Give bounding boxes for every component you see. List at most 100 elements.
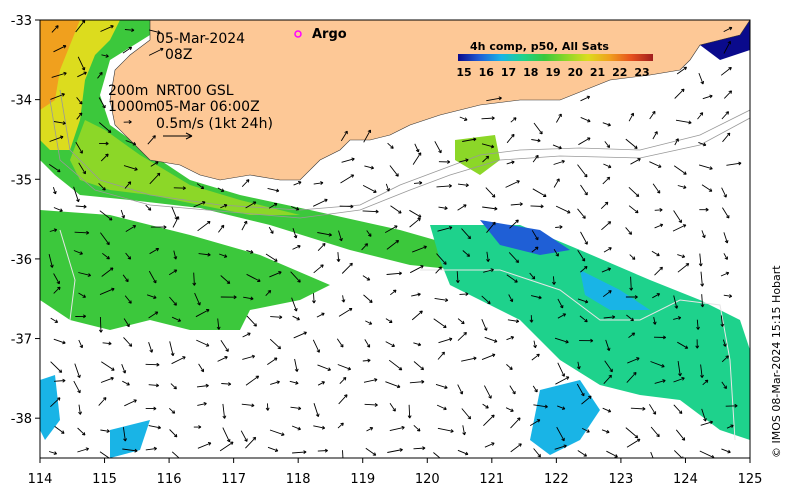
current-arrow-icon bbox=[242, 332, 251, 338]
colorbar-tick-label: 20 bbox=[568, 66, 584, 79]
current-arrow-icon bbox=[672, 224, 687, 232]
current-arrow-icon bbox=[366, 230, 372, 237]
current-arrow-icon bbox=[650, 361, 665, 368]
current-arrow-icon bbox=[510, 202, 523, 207]
current-arrow-icon bbox=[267, 357, 278, 365]
current-arrow-icon bbox=[652, 183, 661, 194]
current-arrow-icon bbox=[198, 363, 205, 373]
current-arrow-icon bbox=[695, 339, 700, 349]
current-arrow-icon bbox=[342, 450, 344, 458]
current-arrow-icon bbox=[654, 379, 666, 384]
current-arrow-icon bbox=[388, 359, 403, 371]
current-arrow-icon bbox=[603, 315, 616, 319]
current-arrow-icon bbox=[290, 406, 302, 411]
sst-isotherm bbox=[59, 229, 736, 441]
current-arrow-icon bbox=[533, 448, 541, 458]
current-arrow-icon bbox=[340, 174, 355, 184]
current-arrow-icon bbox=[673, 210, 682, 224]
sst-patch-front bbox=[70, 120, 300, 215]
current-arrow-icon bbox=[78, 272, 92, 277]
current-arrow-icon bbox=[240, 430, 248, 442]
current-arrow-icon bbox=[412, 152, 422, 165]
current-arrow-icon bbox=[723, 90, 733, 99]
colorbar-tick-label: 15 bbox=[456, 66, 471, 79]
current-arrow-icon bbox=[696, 319, 700, 330]
current-arrow-icon bbox=[220, 295, 237, 300]
current-arrow-icon bbox=[552, 144, 562, 150]
current-arrow-icon bbox=[702, 94, 713, 100]
current-arrow-icon bbox=[123, 120, 132, 124]
current-arrow-icon bbox=[484, 336, 498, 343]
current-arrow-icon bbox=[556, 113, 562, 123]
current-arrow-icon bbox=[361, 243, 369, 251]
current-arrow-icon bbox=[268, 203, 278, 209]
x-tick-label: 119 bbox=[350, 472, 375, 487]
current-arrow-icon bbox=[554, 337, 569, 344]
current-arrow-icon bbox=[414, 143, 420, 153]
current-arrow-icon bbox=[341, 295, 346, 303]
current-arrow-icon bbox=[630, 158, 641, 165]
current-arrow-icon bbox=[603, 247, 612, 253]
current-arrow-icon bbox=[531, 230, 539, 241]
current-arrow-icon bbox=[576, 361, 581, 370]
current-arrow-icon bbox=[170, 383, 177, 390]
current-arrow-icon bbox=[555, 225, 563, 229]
current-arrow-icon bbox=[601, 267, 612, 273]
current-arrow-icon bbox=[482, 206, 498, 211]
current-arrow-icon bbox=[173, 250, 178, 260]
x-tick-label: 114 bbox=[28, 472, 53, 487]
x-axis: 114 115 116 117 118 119 120 121 122 123 124 125 bbox=[28, 458, 762, 487]
current-arrow-icon bbox=[338, 230, 343, 242]
argo-label: Argo bbox=[312, 27, 347, 42]
current-arrow-icon bbox=[577, 249, 586, 262]
current-arrow-icon bbox=[629, 254, 636, 260]
current-arrow-icon bbox=[193, 201, 206, 208]
current-arrow-icon bbox=[577, 450, 588, 457]
current-arrow-icon bbox=[390, 289, 397, 296]
current-arrow-icon bbox=[148, 311, 159, 319]
sst-patch-midwest bbox=[40, 210, 330, 330]
current-arrow-icon bbox=[673, 404, 683, 415]
current-arrow-icon bbox=[364, 403, 378, 407]
current-arrow-icon bbox=[124, 181, 132, 189]
current-arrow-icon bbox=[699, 207, 709, 212]
current-arrow-icon bbox=[606, 450, 618, 458]
contour-label-200m: 200m bbox=[108, 83, 148, 99]
current-arrow-icon bbox=[101, 361, 115, 371]
current-arrow-icon bbox=[506, 133, 515, 144]
x-tick-label: 121 bbox=[479, 472, 504, 487]
current-arrow-icon bbox=[721, 381, 727, 390]
current-arrow-icon bbox=[336, 338, 344, 348]
current-arrow-icon bbox=[409, 217, 421, 228]
current-arrow-icon bbox=[580, 231, 588, 245]
current-arrow-icon bbox=[413, 424, 421, 432]
current-arrow-icon bbox=[385, 318, 393, 323]
current-arrow-icon bbox=[73, 186, 80, 203]
current-arrow-icon bbox=[625, 295, 638, 299]
current-arrow-icon bbox=[99, 210, 113, 221]
current-arrow-icon bbox=[339, 376, 347, 385]
y-tick-label: -37 bbox=[11, 333, 32, 348]
colorbar-tick-label: 17 bbox=[501, 66, 516, 79]
current-arrow-icon bbox=[197, 401, 207, 406]
current-arrow-icon bbox=[123, 337, 133, 347]
current-arrow-icon bbox=[364, 339, 371, 348]
current-arrow-icon bbox=[148, 29, 161, 35]
current-arrow-icon bbox=[721, 111, 730, 120]
current-arrow-icon bbox=[78, 339, 84, 349]
current-arrow-icon bbox=[577, 164, 588, 178]
product-name: NRT00 GSL bbox=[156, 83, 234, 99]
current-arrow-icon bbox=[265, 289, 272, 297]
current-arrow-icon bbox=[337, 364, 352, 371]
current-arrow-icon bbox=[168, 269, 178, 276]
current-arrow-icon bbox=[413, 361, 425, 371]
current-arrow-icon bbox=[506, 274, 518, 283]
current-arrow-icon bbox=[216, 318, 221, 330]
current-arrow-icon bbox=[721, 187, 727, 198]
current-arrow-icon bbox=[122, 448, 138, 453]
current-arrow-icon bbox=[508, 294, 514, 303]
current-arrow-icon bbox=[723, 26, 733, 33]
current-arrow-icon bbox=[654, 223, 664, 229]
current-arrow-icon bbox=[222, 427, 231, 443]
current-arrow-icon bbox=[725, 403, 738, 408]
